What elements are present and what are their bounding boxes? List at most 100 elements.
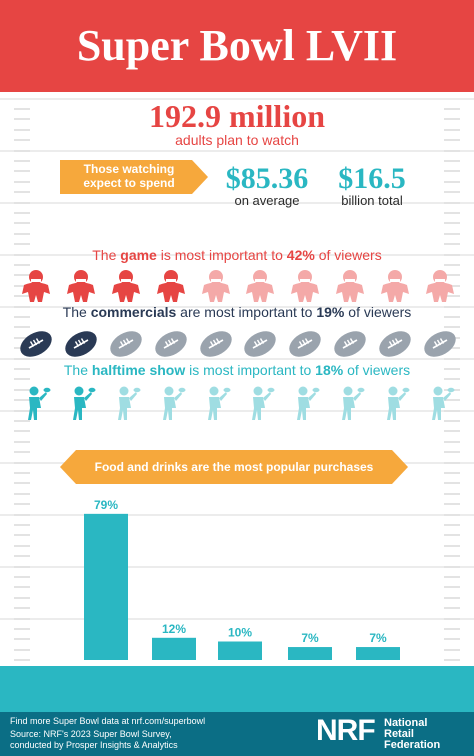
hash-mark xyxy=(444,357,460,360)
purchases-banner-text: Food and drinks are the most popular pur… xyxy=(94,460,374,474)
football-icon xyxy=(334,331,366,357)
hash-mark xyxy=(444,212,460,214)
hash-mark xyxy=(14,295,30,298)
hash-mark xyxy=(444,295,460,298)
hash-mark xyxy=(14,357,30,360)
hash-mark xyxy=(444,399,460,402)
football-icon xyxy=(289,331,321,357)
hash-mark xyxy=(14,544,30,547)
bar-value-label: 10% xyxy=(228,626,252,640)
hash-mark xyxy=(14,264,30,266)
hash-mark xyxy=(444,305,460,308)
spend-arrow-shape xyxy=(60,160,208,194)
hash-mark xyxy=(444,648,460,651)
football-icon xyxy=(423,331,456,357)
hash-mark xyxy=(14,139,30,142)
hash-mark xyxy=(444,409,460,412)
game-pre: The xyxy=(92,247,121,263)
hash-mark xyxy=(14,118,30,121)
hash-mark xyxy=(14,284,30,287)
football-player-icon xyxy=(112,270,140,302)
hash-mark xyxy=(14,576,30,578)
hash-mark xyxy=(14,628,30,630)
hash-mark xyxy=(14,555,30,558)
header-banner: Super Bowl LVII xyxy=(0,0,474,92)
quarterback-icon xyxy=(297,386,320,420)
hash-mark xyxy=(14,149,30,152)
quarterback-icon xyxy=(207,386,231,420)
yard-line xyxy=(0,254,474,256)
halftime-icon-row xyxy=(14,384,462,424)
hash-mark xyxy=(444,316,460,318)
football-player-icon xyxy=(336,270,364,302)
page-title: Super Bowl LVII xyxy=(76,21,398,70)
bar-4 xyxy=(288,647,332,660)
hash-mark xyxy=(14,659,30,662)
hash-mark xyxy=(14,440,30,443)
bar-2 xyxy=(152,637,196,660)
hash-mark xyxy=(444,524,460,526)
hash-mark xyxy=(14,368,30,370)
average-spend: $85.36 on average xyxy=(212,164,322,208)
halftime-importance-text: The halftime show is most important to 1… xyxy=(0,361,474,379)
hash-mark xyxy=(14,420,30,422)
org-line3: Federation xyxy=(384,739,441,751)
hash-mark xyxy=(444,565,460,568)
football-player-icon xyxy=(246,270,275,302)
hash-mark xyxy=(444,544,460,547)
yard-line xyxy=(0,202,474,204)
footer-band xyxy=(0,712,474,756)
commercials-pre: The xyxy=(62,304,91,320)
football-icon xyxy=(199,331,232,357)
hash-mark xyxy=(14,160,30,162)
viewer-count: 192.9 million xyxy=(148,98,325,134)
hash-mark xyxy=(444,607,460,610)
hash-mark xyxy=(14,513,30,516)
game-key: game xyxy=(120,247,157,263)
hash-mark xyxy=(14,232,30,235)
spend-label: Those watching expect to spend xyxy=(68,162,190,190)
hash-mark xyxy=(14,274,30,277)
quarterback-icon xyxy=(118,386,141,420)
bar-value-label: 7% xyxy=(301,631,319,645)
hash-mark xyxy=(444,492,460,495)
hash-mark xyxy=(444,201,460,204)
hash-mark xyxy=(444,534,460,537)
quarterback-icon xyxy=(342,386,365,420)
hash-mark xyxy=(14,191,30,194)
hash-mark xyxy=(14,524,30,526)
hash-mark xyxy=(14,586,30,589)
nrf-org-name: National Retail Federation xyxy=(384,718,440,751)
hash-mark xyxy=(444,617,460,620)
bar-value-label: 12% xyxy=(162,622,186,636)
hash-mark xyxy=(14,596,30,599)
footer-source-line1: Source: NRF's 2023 Super Bowl Survey, xyxy=(10,729,172,739)
hash-mark xyxy=(444,430,460,433)
org-line1: National xyxy=(384,717,428,729)
hash-mark xyxy=(444,139,460,142)
hash-mark xyxy=(444,128,460,131)
game-post: of viewers xyxy=(314,247,382,263)
bar-5 xyxy=(356,647,400,660)
hash-mark xyxy=(444,160,460,162)
football-icon xyxy=(110,331,142,357)
commercials-mid: are most important to xyxy=(176,304,317,320)
commercials-pct: 19% xyxy=(316,304,345,320)
hash-mark xyxy=(14,305,30,308)
hash-mark xyxy=(444,659,460,662)
spend-label-line2: expect to spend xyxy=(83,176,175,190)
hash-mark xyxy=(444,461,460,464)
football-icon xyxy=(65,331,97,357)
hash-mark xyxy=(444,628,460,630)
nrf-logo: NRF xyxy=(316,714,376,747)
game-icon-row xyxy=(14,268,462,308)
commercials-key: commercials xyxy=(90,304,177,320)
yard-line xyxy=(0,410,474,412)
footer-link-text[interactable]: Find more Super Bowl data at nrf.com/sup… xyxy=(10,716,206,726)
game-mid: is most important to xyxy=(156,247,287,263)
hash-mark xyxy=(444,482,460,485)
quarterback-icon xyxy=(28,386,51,420)
hash-mark xyxy=(14,336,30,339)
hash-mark xyxy=(444,191,460,194)
hash-mark xyxy=(14,482,30,485)
